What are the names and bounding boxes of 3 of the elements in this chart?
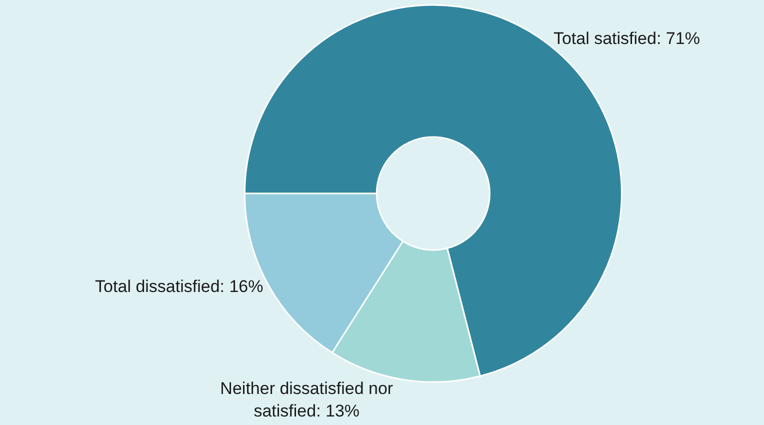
slice-label: Total dissatisfied: 16%: [95, 277, 264, 296]
slice-label: Neither dissatisfied nor satisfied: 13%: [220, 379, 394, 420]
slice-label: Total satisfied: 71%: [553, 29, 700, 48]
